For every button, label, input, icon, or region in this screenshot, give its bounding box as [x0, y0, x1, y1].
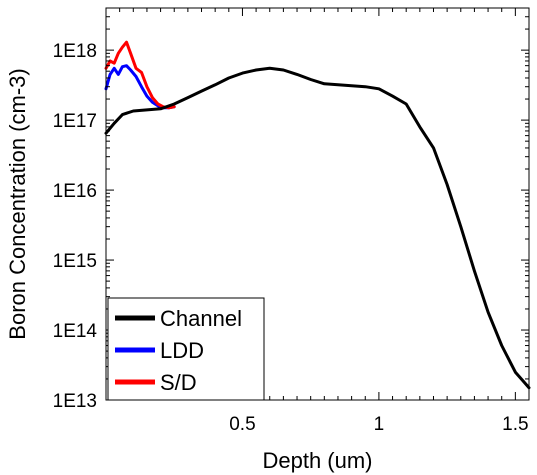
x-tick-label: 1.5: [502, 414, 528, 435]
legend-label: LDD: [160, 338, 204, 363]
series-line-channel: [104, 66, 531, 390]
y-tick-label: 1E17: [53, 111, 97, 132]
legend-label: S/D: [160, 370, 197, 395]
series-line-s-d: [104, 40, 176, 110]
y-tick-label: 1E18: [53, 41, 97, 62]
x-tick-label: 0.5: [229, 414, 255, 435]
legend: Channel LDD S/D: [107, 297, 265, 401]
plot-frame: [105, 7, 530, 401]
y-tick-label: 1E13: [53, 391, 97, 412]
y-tick-label: 1E16: [53, 181, 97, 202]
y-tick-label: 1E15: [53, 251, 97, 272]
x-axis-label: Depth (um): [262, 448, 372, 473]
y-tick-label: 1E14: [53, 321, 98, 342]
y-axis-label: Boron Concentration (cm-3): [5, 68, 30, 339]
plot-lines: [104, 40, 531, 390]
x-tick-label: 1: [374, 414, 385, 435]
legend-label: Channel: [160, 306, 242, 331]
